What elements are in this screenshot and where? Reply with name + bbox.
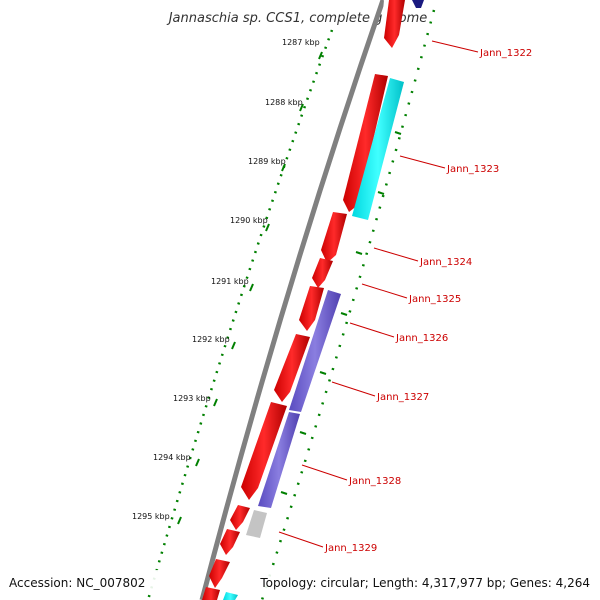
outer-ruler-tick: [280, 491, 288, 495]
kbp-label: 1295 kbp: [132, 512, 170, 521]
gene-arrow[interactable]: [384, 0, 405, 48]
ruler-major-tick: [318, 51, 323, 60]
footer-backdrop: [0, 570, 160, 592]
gene-callouts: [278, 40, 479, 548]
gene-label[interactable]: Jann_1323: [446, 164, 499, 175]
gene-arrow[interactable]: [209, 559, 230, 588]
gene-label[interactable]: Jann_1326: [395, 333, 448, 344]
callout-line: [301, 464, 348, 481]
kbp-label: 1287 kbp: [282, 38, 320, 47]
ruler-major-tick: [213, 398, 218, 407]
outer-ruler-tick: [299, 431, 307, 435]
footer-backdrop: [252, 570, 600, 592]
pseudo-gene[interactable]: [246, 510, 267, 538]
callout-line: [361, 283, 408, 299]
gene-arrow[interactable]: [289, 290, 341, 412]
inner-ruler: [146, 29, 334, 600]
kbp-label: 1291 kbp: [211, 277, 249, 286]
ruler-major-tick: [177, 516, 182, 525]
callout-line: [349, 322, 395, 338]
kbp-label: 1288 kbp: [265, 98, 303, 107]
outer-ruler-tick: [394, 131, 402, 135]
gene-label[interactable]: Jann_1325: [408, 294, 461, 305]
rna-gene[interactable]: [352, 78, 404, 220]
callout-line: [331, 381, 376, 397]
topology-text: Topology: circular; Length: 4,317,977 bp…: [259, 576, 590, 590]
gene-arrow[interactable]: [230, 505, 250, 530]
forward-strand-genes: [202, 0, 405, 600]
kbp-labels: 1287 kbp 1288 kbp 1289 kbp 1290 kbp 1291…: [132, 38, 320, 521]
gene-label[interactable]: Jann_1322: [479, 48, 532, 59]
gene-label[interactable]: Jann_1327: [376, 392, 429, 403]
gene-arrow[interactable]: [220, 529, 240, 555]
kbp-label: 1289 kbp: [248, 157, 286, 166]
accession-text: Accession: NC_007802: [9, 576, 145, 590]
gene-arrow[interactable]: [299, 286, 324, 331]
outer-ruler-tick: [377, 191, 385, 195]
gene-label[interactable]: Jann_1329: [324, 543, 377, 554]
gene-labels: Jann_1322 Jann_1323 Jann_1324 Jann_1325 …: [324, 48, 532, 554]
outer-ruler-tick: [340, 312, 348, 316]
ruler-major-tick: [249, 283, 254, 292]
callout-line: [278, 531, 324, 548]
gene-label[interactable]: Jann_1328: [348, 476, 401, 487]
genome-backbone: [199, 0, 386, 600]
ruler-major-tick: [281, 163, 286, 172]
kbp-label: 1292 kbp: [192, 335, 230, 344]
ruler-major-tick: [299, 103, 304, 112]
gene-arrow[interactable]: [312, 258, 333, 288]
gene-arrow[interactable]: [258, 412, 300, 508]
ruler-major-tick: [265, 223, 270, 232]
outer-ruler-tick: [319, 371, 327, 375]
ruler-major-tick: [231, 341, 236, 350]
rna-gene[interactable]: [223, 592, 238, 600]
gene-arrow[interactable]: [412, 0, 424, 8]
gene-arrow[interactable]: [274, 334, 310, 402]
gene-arrow[interactable]: [321, 212, 347, 263]
callout-line: [399, 155, 446, 169]
map-title: Jannaschia sp. CCS1, complete genome: [166, 11, 428, 26]
kbp-label: 1293 kbp: [173, 394, 211, 403]
gene-arrow[interactable]: [202, 587, 220, 600]
callout-line: [373, 247, 419, 262]
gene-arrow[interactable]: [241, 402, 287, 500]
gene-label[interactable]: Jann_1324: [419, 257, 472, 268]
ruler-major-tick: [195, 458, 200, 467]
outer-ruler-tick: [355, 251, 363, 255]
kbp-label: 1294 kbp: [153, 453, 191, 462]
gene-arrow[interactable]: [343, 74, 388, 212]
kbp-label: 1290 kbp: [230, 216, 268, 225]
callout-line: [431, 40, 479, 53]
reverse-strand-genes: [223, 0, 424, 600]
outer-ruler: [260, 9, 436, 600]
